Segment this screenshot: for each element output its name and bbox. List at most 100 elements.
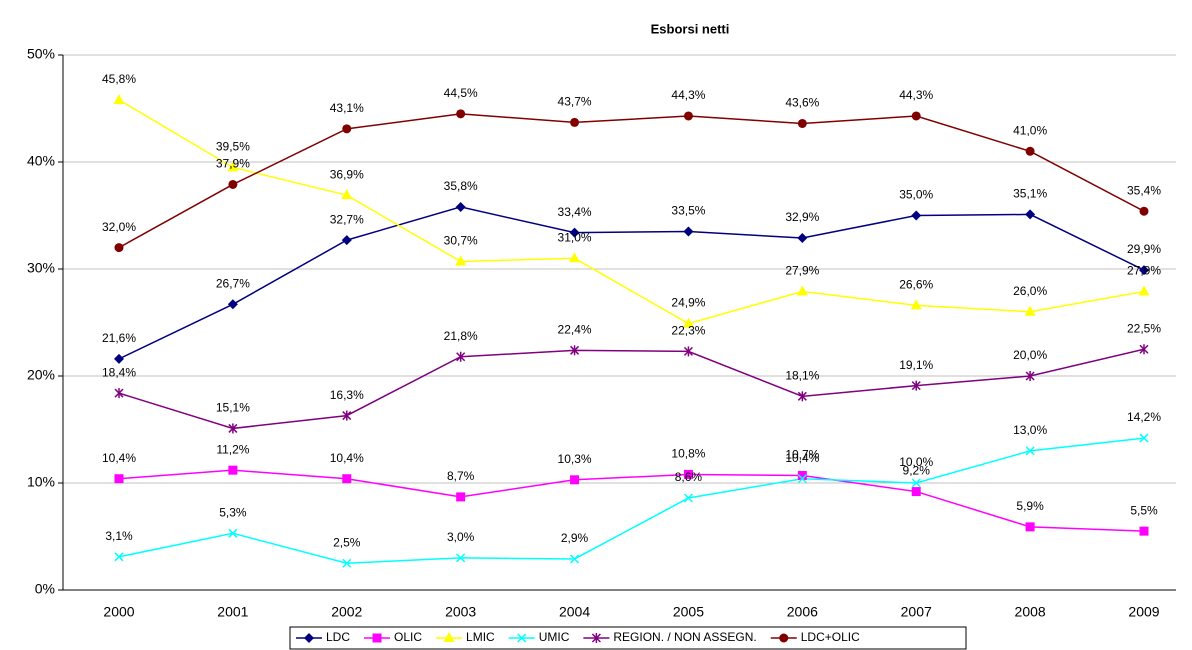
marker-part	[372, 633, 382, 643]
data-label: 45,8%	[102, 72, 136, 86]
marker	[304, 633, 314, 643]
data-label: 21,8%	[444, 329, 478, 343]
marker-part	[1025, 209, 1036, 220]
marker	[683, 469, 693, 479]
data-label: 31,0%	[558, 230, 592, 244]
y-tick-label: 40%	[27, 153, 55, 169]
marker	[797, 118, 807, 128]
marker	[228, 423, 238, 434]
marker-part	[228, 179, 238, 189]
marker-part	[341, 235, 352, 246]
marker	[779, 633, 789, 643]
marker	[570, 117, 580, 127]
marker-part	[227, 161, 239, 172]
marker	[1139, 526, 1149, 536]
data-label: 10,8%	[671, 447, 705, 461]
data-label: 5,9%	[1016, 499, 1044, 513]
marker	[342, 410, 352, 421]
legend-label: UMIC	[539, 630, 570, 644]
series-line	[118, 437, 1145, 565]
marker	[569, 252, 581, 263]
marker	[1025, 371, 1035, 381]
legend-label: LDC	[326, 630, 350, 644]
data-label: 35,1%	[1013, 187, 1047, 201]
data-label: 16,3%	[330, 388, 364, 402]
marker	[1025, 209, 1036, 220]
marker	[227, 161, 239, 172]
data-label: 3,1%	[105, 529, 133, 543]
marker	[1025, 446, 1035, 456]
marker-part	[911, 478, 921, 488]
marker-part	[114, 552, 124, 562]
marker-part	[443, 632, 455, 642]
data-label: 14,2%	[1127, 410, 1161, 424]
marker-part	[683, 111, 693, 121]
marker-part	[683, 493, 693, 503]
marker-part	[797, 232, 808, 243]
marker-part	[683, 469, 693, 479]
marker	[456, 109, 466, 119]
marker-part	[797, 471, 807, 481]
marker-part	[570, 475, 580, 485]
marker	[517, 633, 527, 643]
data-label: 10,4%	[102, 451, 136, 465]
marker-part	[456, 492, 466, 502]
marker	[797, 391, 807, 402]
marker-part	[1024, 305, 1036, 316]
marker	[911, 111, 921, 121]
marker	[911, 487, 921, 497]
data-label: 5,5%	[1130, 503, 1158, 517]
data-label: 15,1%	[216, 401, 250, 415]
y-tick-label: 0%	[35, 581, 55, 597]
data-label: 18,4%	[102, 365, 136, 379]
marker	[1025, 146, 1035, 156]
marker	[1139, 206, 1149, 216]
marker-part	[796, 285, 808, 296]
marker-part	[342, 558, 352, 568]
marker-part	[569, 227, 580, 238]
marker-part	[114, 243, 124, 253]
data-label: 24,9%	[671, 296, 705, 310]
marker-part	[1139, 433, 1149, 443]
legend-label: LMIC	[466, 630, 495, 644]
x-tick-label: 2005	[673, 604, 704, 620]
marker	[114, 243, 124, 253]
data-label: 3,0%	[447, 530, 475, 544]
marker-part	[570, 117, 580, 127]
marker-part	[911, 487, 921, 497]
marker-part	[456, 553, 466, 563]
data-label: 43,6%	[785, 96, 819, 110]
series-line	[118, 348, 1145, 430]
x-tick-label: 2004	[559, 604, 590, 620]
data-label: 32,7%	[330, 212, 364, 226]
marker-part	[910, 299, 922, 310]
marker	[683, 226, 694, 237]
data-label: 22,4%	[558, 322, 592, 336]
marker	[570, 345, 580, 356]
data-label: 2,9%	[561, 531, 589, 545]
marker-part	[1138, 285, 1150, 296]
data-label: 43,7%	[558, 95, 592, 109]
data-label: 9,2%	[903, 464, 931, 478]
legend-label: REGION. / NON ASSEGN.	[613, 630, 756, 644]
data-label: 20,0%	[1013, 348, 1047, 362]
data-label: 32,9%	[785, 210, 819, 224]
y-tick-label: 20%	[27, 367, 55, 383]
data-label: 8,7%	[447, 469, 475, 483]
series-line	[118, 206, 1145, 360]
marker-part	[304, 633, 314, 643]
data-label: 8,6%	[675, 470, 703, 484]
marker	[1139, 433, 1149, 443]
marker-part	[342, 474, 352, 484]
marker	[341, 189, 353, 200]
marker-part	[455, 201, 466, 212]
data-label: 35,4%	[1127, 183, 1161, 197]
marker	[797, 474, 807, 484]
data-label: 22,3%	[671, 324, 705, 338]
x-tick-label: 2002	[331, 604, 362, 620]
series-line	[118, 113, 1145, 249]
data-label: 10,7%	[785, 448, 819, 462]
marker	[1139, 265, 1149, 276]
marker	[911, 478, 921, 488]
